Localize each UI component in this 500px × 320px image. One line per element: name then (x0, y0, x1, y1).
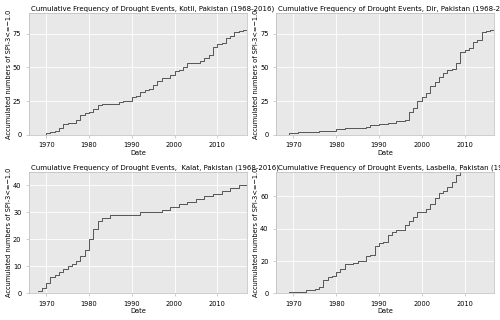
Text: Cumulative Frequency of Drought Events, Kotli, Pakistan (1968-2016): Cumulative Frequency of Drought Events, … (32, 5, 274, 12)
X-axis label: Date: Date (378, 150, 394, 156)
X-axis label: Date: Date (378, 308, 394, 315)
Text: Cumulative Frequency of Drought Events,  Kalat, Pakistan (1968-2016): Cumulative Frequency of Drought Events, … (32, 164, 280, 171)
X-axis label: Date: Date (130, 150, 146, 156)
Text: Cumulative Frequency of Drought Events, Lasbella, Pakistan (1968-2016): Cumulative Frequency of Drought Events, … (278, 164, 500, 171)
Text: Cumulative Frequency of Drought Events, Dir, Pakistan (1968-2016): Cumulative Frequency of Drought Events, … (278, 5, 500, 12)
Y-axis label: Accumulated numbers of SPI-3<=−1.0: Accumulated numbers of SPI-3<=−1.0 (253, 168, 259, 297)
Y-axis label: Accumulated numbers of SPI-3<=−1.0: Accumulated numbers of SPI-3<=−1.0 (6, 168, 12, 297)
X-axis label: Date: Date (130, 308, 146, 315)
Y-axis label: Accumulated numbers of SPI-3<=−1.0: Accumulated numbers of SPI-3<=−1.0 (253, 9, 259, 139)
Y-axis label: Accumulated numbers of SPI-3<=−1.0: Accumulated numbers of SPI-3<=−1.0 (6, 9, 12, 139)
